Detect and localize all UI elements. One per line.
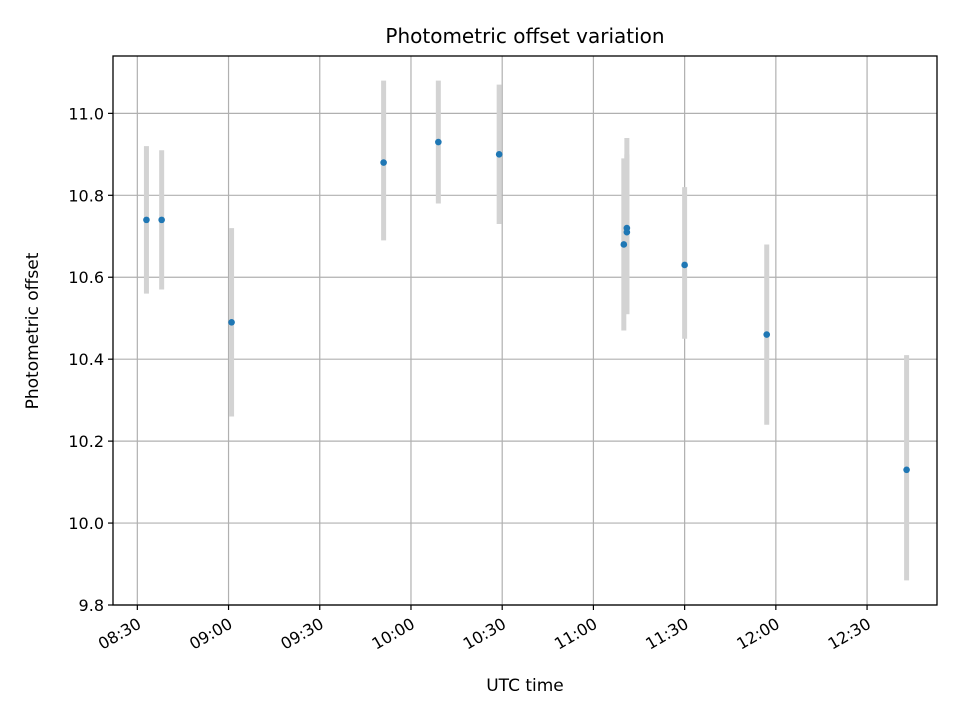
data-point — [158, 216, 165, 224]
data-point — [620, 241, 628, 248]
y-tick-label: 11.0 — [68, 104, 104, 123]
x-tick-label: 08:30 — [95, 614, 144, 654]
y-tick-label: 10.4 — [68, 350, 104, 369]
data-points — [143, 138, 910, 474]
y-tick-label: 9.8 — [79, 596, 104, 615]
data-point — [435, 138, 442, 146]
x-tick-label: 09:30 — [277, 614, 326, 654]
y-tick-label: 10.2 — [68, 432, 104, 451]
x-tick-label: 09:00 — [186, 614, 235, 654]
y-axis-ticks: 9.8 10.0 10.2 10.4 10.6 10.8 11.0 — [68, 104, 113, 615]
data-point — [495, 151, 503, 158]
y-tick-label: 10.8 — [68, 186, 104, 205]
data-point — [380, 159, 387, 166]
x-axis-ticks: 08:30 09:00 09:30 10:00 10:30 11:00 11:30 12:00… — [95, 605, 874, 654]
data-point — [228, 319, 235, 326]
y-axis-label: Photometric offset — [23, 252, 43, 409]
x-tick-label: 12:30 — [825, 614, 874, 654]
y-tick-label: 10.0 — [68, 514, 104, 533]
x-tick-label: 10:00 — [369, 614, 418, 654]
y-tick-label: 10.6 — [68, 268, 104, 287]
chart-title: Photometric offset variation — [385, 24, 664, 48]
x-tick-label: 11:00 — [551, 614, 600, 654]
grid — [113, 56, 937, 606]
data-point — [623, 228, 631, 236]
data-point — [903, 466, 910, 474]
data-point — [681, 261, 688, 269]
error-bars — [143, 80, 910, 581]
plot-frame — [112, 55, 938, 606]
data-point — [763, 331, 771, 338]
x-axis-label: UTC time — [486, 676, 564, 696]
x-tick-label: 12:00 — [733, 614, 782, 654]
data-point — [143, 216, 150, 224]
x-tick-label: 11:30 — [642, 614, 691, 654]
x-tick-label: 10:30 — [460, 614, 509, 654]
